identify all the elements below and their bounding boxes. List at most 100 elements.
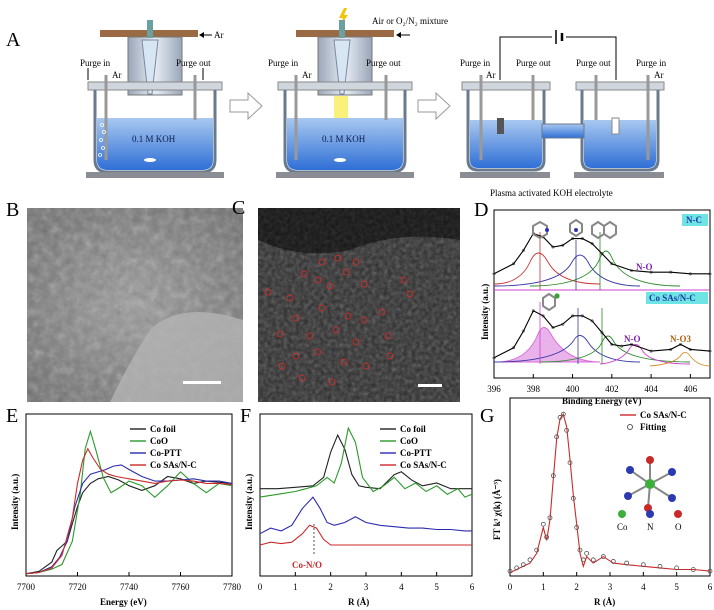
arrow-head-icon (396, 32, 401, 38)
series-point (554, 434, 560, 440)
x-tick-label: 396 (487, 384, 501, 394)
label-ar-3: Ar (486, 70, 496, 80)
series-point (590, 557, 596, 563)
series-point (640, 562, 646, 568)
plasma-glow (334, 96, 348, 118)
series-point (557, 415, 563, 420)
legend-swatch (627, 424, 633, 430)
tag-n-c-text: N-C (686, 215, 702, 225)
panel-letter-d: D (474, 199, 488, 221)
xlabel-d: Binding Energy (eV) (562, 396, 642, 406)
stirrer-plate (276, 172, 414, 178)
co-coordination-icon (624, 456, 676, 512)
xticks-g: 0 1 2 3 4 5 6 (508, 572, 713, 592)
label-ar-1: Ar (112, 70, 122, 80)
series-point (570, 495, 576, 501)
ylabel-f: Intensity (a.u.) (244, 474, 254, 530)
series-point (507, 568, 513, 574)
panel-letter-g: G (480, 405, 494, 427)
x-tick-label: 3 (364, 582, 369, 592)
x-tick-label: 402 (605, 384, 619, 394)
series-line-n-c (493, 232, 710, 275)
panel-letter-e: E (6, 405, 18, 427)
x-tick-label: 406 (684, 384, 698, 394)
series-point (600, 252, 604, 256)
scale-bar-b (183, 381, 221, 384)
atom-key-co-icon (618, 510, 626, 518)
label-ar-4: Ar (654, 70, 664, 80)
legend-g: Co SAs/N-C Fitting (620, 410, 687, 432)
xlabel-g: R (Å) (594, 597, 615, 607)
label-air: Air or O₂/N₂ mixture (372, 16, 448, 26)
x-tick-label: 7700 (17, 582, 36, 592)
series-point (492, 356, 496, 360)
label-purge-in-3: Purge in (460, 58, 491, 68)
series-point (574, 525, 580, 530)
x-tick-label: 3 (608, 582, 613, 592)
label-purge-out-4: Purge out (576, 58, 611, 68)
panel-letter-a: A (6, 29, 21, 51)
panel-letter-b: B (6, 199, 19, 221)
series-point (547, 515, 553, 521)
legend-label: Co foil (150, 424, 176, 434)
process-arrow-2-icon (417, 91, 451, 121)
fit-components-top (493, 250, 710, 291)
scale-bar-c (418, 384, 442, 387)
panel-letter-c: C (232, 197, 245, 219)
series-line-coo (25, 429, 233, 575)
pyrrolic-n-icon (569, 218, 583, 238)
cell-1: Ar Purge in Purge out Ar 0.1 M KOH (80, 20, 224, 178)
x-tick-label: 5 (674, 582, 679, 592)
needle-electrode (339, 20, 345, 38)
series-point (520, 562, 526, 568)
plot-frame-d (493, 209, 711, 379)
label-purge-in-2: Purge in (268, 58, 299, 68)
label-purge-in-1: Purge in (80, 58, 111, 68)
series-point (514, 565, 520, 571)
lid-right (575, 81, 665, 91)
series-point (512, 346, 516, 350)
label-ar-2: Ar (302, 70, 312, 80)
label-purge-out-3: Purge out (516, 58, 551, 68)
legend-e: Co foil CoO Co-PTT Co SAs/N-C (130, 424, 197, 470)
annotation-co-n-o: Co-N/O (292, 560, 322, 570)
panel-b: B (6, 199, 243, 402)
xlabel-e: Energy (eV) (100, 597, 147, 607)
x-tick-label: 7720 (69, 582, 88, 592)
legend-label: Co foil (400, 424, 426, 434)
series-line-co-sas-n-c (25, 447, 233, 575)
lid (277, 81, 413, 91)
series-point (610, 559, 616, 564)
series-point (600, 554, 606, 559)
label-n-o3: N-O3 (670, 334, 691, 344)
atom-key-n: N (647, 522, 654, 532)
cell-2: Air or O₂/N₂ mixture Purge in Purge out … (268, 8, 448, 178)
xticks-f: 0 1 2 3 4 5 6 (258, 572, 475, 592)
series-point (512, 262, 516, 266)
xticks-e: 7700 7720 7740 7760 7780 (17, 572, 242, 592)
ylabel-d: Intensity (a.u.) (480, 284, 490, 340)
series-g (507, 411, 713, 574)
x-tick-label: 4 (399, 582, 404, 592)
panel-c: C (232, 197, 460, 402)
x-tick-label: 7760 (172, 582, 191, 592)
xlabel-f: R (Å) (348, 597, 369, 607)
atom-key-o: O (675, 522, 682, 532)
series-point (492, 272, 496, 276)
lid (87, 81, 223, 91)
tag-n-c (682, 214, 708, 226)
atom-key-n-icon (646, 510, 654, 518)
series-point (550, 473, 556, 479)
series-line-co-sas-n-c (509, 412, 711, 574)
series-point (584, 550, 590, 556)
x-tick-label: 4 (641, 582, 646, 592)
label-purge-out-1: Purge out (176, 58, 211, 68)
wire-right (566, 36, 617, 80)
series-point (541, 314, 545, 318)
series-point (564, 427, 570, 433)
series-point (624, 560, 630, 566)
label-ar-top: Ar (214, 30, 224, 40)
plot-frame-f (259, 413, 473, 577)
bubbles (98, 123, 106, 157)
series-line-coo (259, 426, 473, 498)
